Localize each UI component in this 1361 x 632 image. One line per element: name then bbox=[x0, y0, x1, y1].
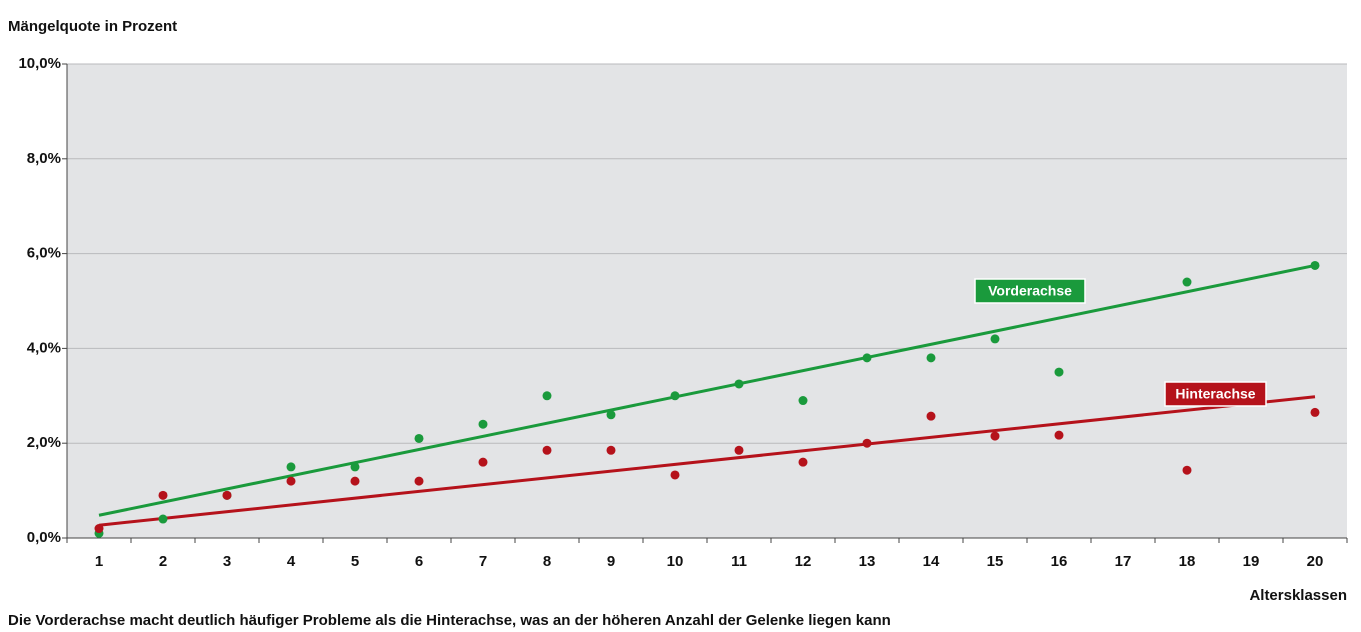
x-tick-label: 14 bbox=[923, 553, 940, 570]
y-tick-label: 10,0% bbox=[18, 55, 61, 72]
point bbox=[286, 476, 296, 486]
x-tick-label: 6 bbox=[415, 553, 423, 570]
point bbox=[158, 514, 168, 524]
point bbox=[1054, 430, 1064, 440]
point bbox=[670, 391, 680, 401]
point bbox=[798, 396, 808, 406]
y-tick-label: 6,0% bbox=[27, 245, 61, 262]
point bbox=[414, 433, 424, 443]
point bbox=[1310, 407, 1320, 417]
point bbox=[94, 524, 104, 534]
plot-area bbox=[67, 64, 1347, 538]
x-tick-label: 3 bbox=[223, 553, 231, 570]
legend-label: Vorderachse bbox=[988, 283, 1072, 299]
point bbox=[478, 457, 488, 467]
x-tick-label: 13 bbox=[859, 553, 876, 570]
y-tick-label: 2,0% bbox=[27, 434, 61, 451]
x-axis-label: Altersklassen bbox=[1249, 587, 1347, 604]
x-tick-label: 12 bbox=[795, 553, 812, 570]
point bbox=[350, 462, 360, 472]
point bbox=[542, 445, 552, 455]
point bbox=[606, 410, 616, 420]
point bbox=[350, 476, 360, 486]
point bbox=[606, 445, 616, 455]
trend-line bbox=[98, 395, 1316, 527]
chart-title: Mängelquote in Prozent bbox=[8, 18, 177, 35]
point bbox=[1054, 367, 1064, 377]
point bbox=[1182, 277, 1192, 287]
point bbox=[926, 411, 936, 421]
x-tick-label: 9 bbox=[607, 553, 615, 570]
point bbox=[862, 353, 872, 363]
point bbox=[734, 445, 744, 455]
x-tick-label: 11 bbox=[731, 553, 747, 570]
y-tick-label: 0,0% bbox=[27, 529, 61, 546]
x-tick-label: 7 bbox=[479, 553, 487, 570]
point bbox=[990, 431, 1000, 441]
point bbox=[926, 353, 936, 363]
point bbox=[542, 391, 552, 401]
x-tick-label: 4 bbox=[287, 553, 296, 570]
point bbox=[222, 490, 232, 500]
x-tick-label: 5 bbox=[351, 553, 359, 570]
caption: Die Vorderachse macht deutlich häufiger … bbox=[8, 612, 891, 629]
x-tick-label: 16 bbox=[1051, 553, 1068, 570]
trend-line bbox=[98, 263, 1316, 517]
x-tick-label: 20 bbox=[1307, 553, 1324, 570]
point bbox=[798, 457, 808, 467]
y-tick-label: 4,0% bbox=[27, 339, 61, 356]
x-tick-label: 15 bbox=[987, 553, 1004, 570]
x-tick-label: 19 bbox=[1243, 553, 1260, 570]
x-tick-label: 1 bbox=[95, 553, 103, 570]
x-tick-label: 17 bbox=[1115, 553, 1132, 570]
point bbox=[1310, 260, 1320, 270]
point bbox=[670, 470, 680, 480]
point bbox=[158, 490, 168, 500]
y-tick-label: 8,0% bbox=[27, 150, 61, 167]
point bbox=[414, 476, 424, 486]
x-tick-label: 10 bbox=[667, 553, 684, 570]
x-tick-label: 2 bbox=[159, 553, 167, 570]
x-tick-label: 18 bbox=[1179, 553, 1196, 570]
point bbox=[286, 462, 296, 472]
legend-label: Hinterachse bbox=[1175, 386, 1255, 402]
point bbox=[990, 334, 1000, 344]
point bbox=[478, 419, 488, 429]
point bbox=[734, 379, 744, 389]
point bbox=[862, 438, 872, 448]
legend-box bbox=[1164, 381, 1267, 407]
point bbox=[1182, 465, 1192, 475]
legend-box bbox=[974, 278, 1086, 304]
x-tick-label: 8 bbox=[543, 553, 551, 570]
